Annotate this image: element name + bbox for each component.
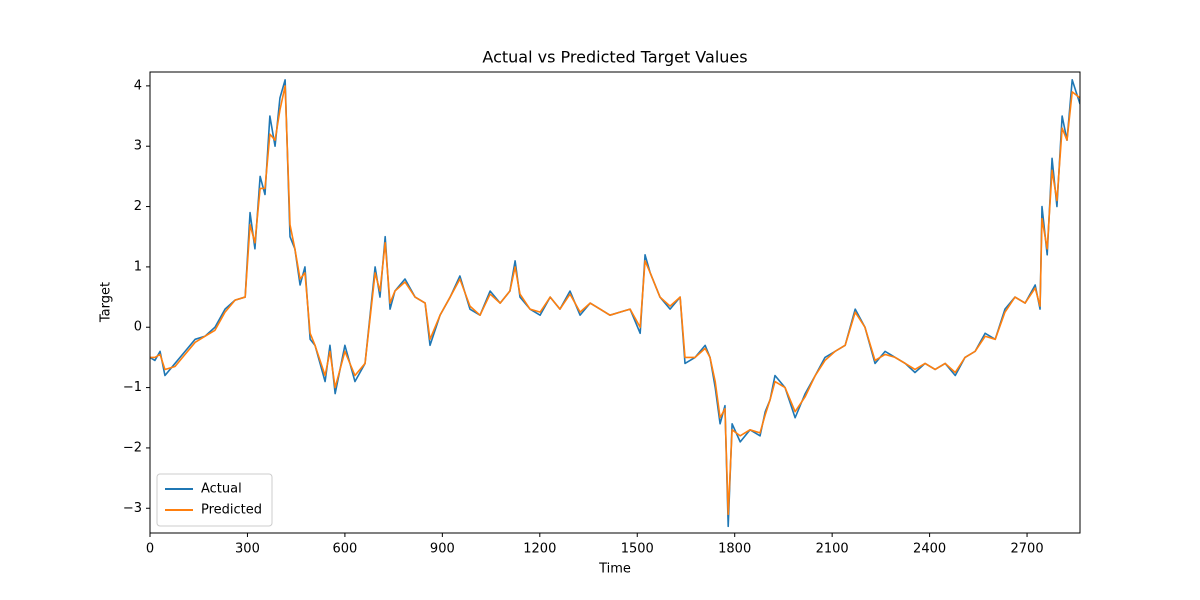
y-tick-label: 2 (134, 199, 142, 214)
x-tick-label: 2400 (913, 542, 946, 557)
chart-title: Actual vs Predicted Target Values (482, 48, 747, 67)
y-tick-label: −2 (123, 440, 142, 455)
x-tick-label: 900 (430, 542, 455, 557)
x-tick-label: 2700 (1011, 542, 1044, 557)
x-tick-label: 0 (146, 542, 154, 557)
x-tick-label: 1800 (718, 542, 751, 557)
y-tick-label: −1 (123, 380, 142, 395)
y-tick-label: 0 (134, 320, 142, 335)
series-line (150, 79, 1080, 528)
y-tick-label: −3 (123, 501, 142, 516)
y-tick-label: 4 (134, 78, 142, 93)
x-tick-label: 1200 (523, 542, 556, 557)
x-tick-label: 600 (332, 542, 357, 557)
y-tick-label: 1 (134, 259, 142, 274)
y-axis-label: Target (99, 282, 114, 323)
x-tick-label: 300 (235, 542, 260, 557)
legend-box (156, 473, 273, 527)
series-line (150, 85, 1080, 516)
x-axis-label: Time (598, 562, 631, 577)
x-tick-label: 2100 (816, 542, 849, 557)
plot-frame (149, 71, 1081, 534)
legend-label: Predicted (201, 503, 262, 518)
x-tick-label: 1500 (621, 542, 654, 557)
y-tick-label: 3 (134, 139, 142, 154)
legend-label: Actual (201, 482, 242, 497)
plot-lines (150, 79, 1080, 528)
